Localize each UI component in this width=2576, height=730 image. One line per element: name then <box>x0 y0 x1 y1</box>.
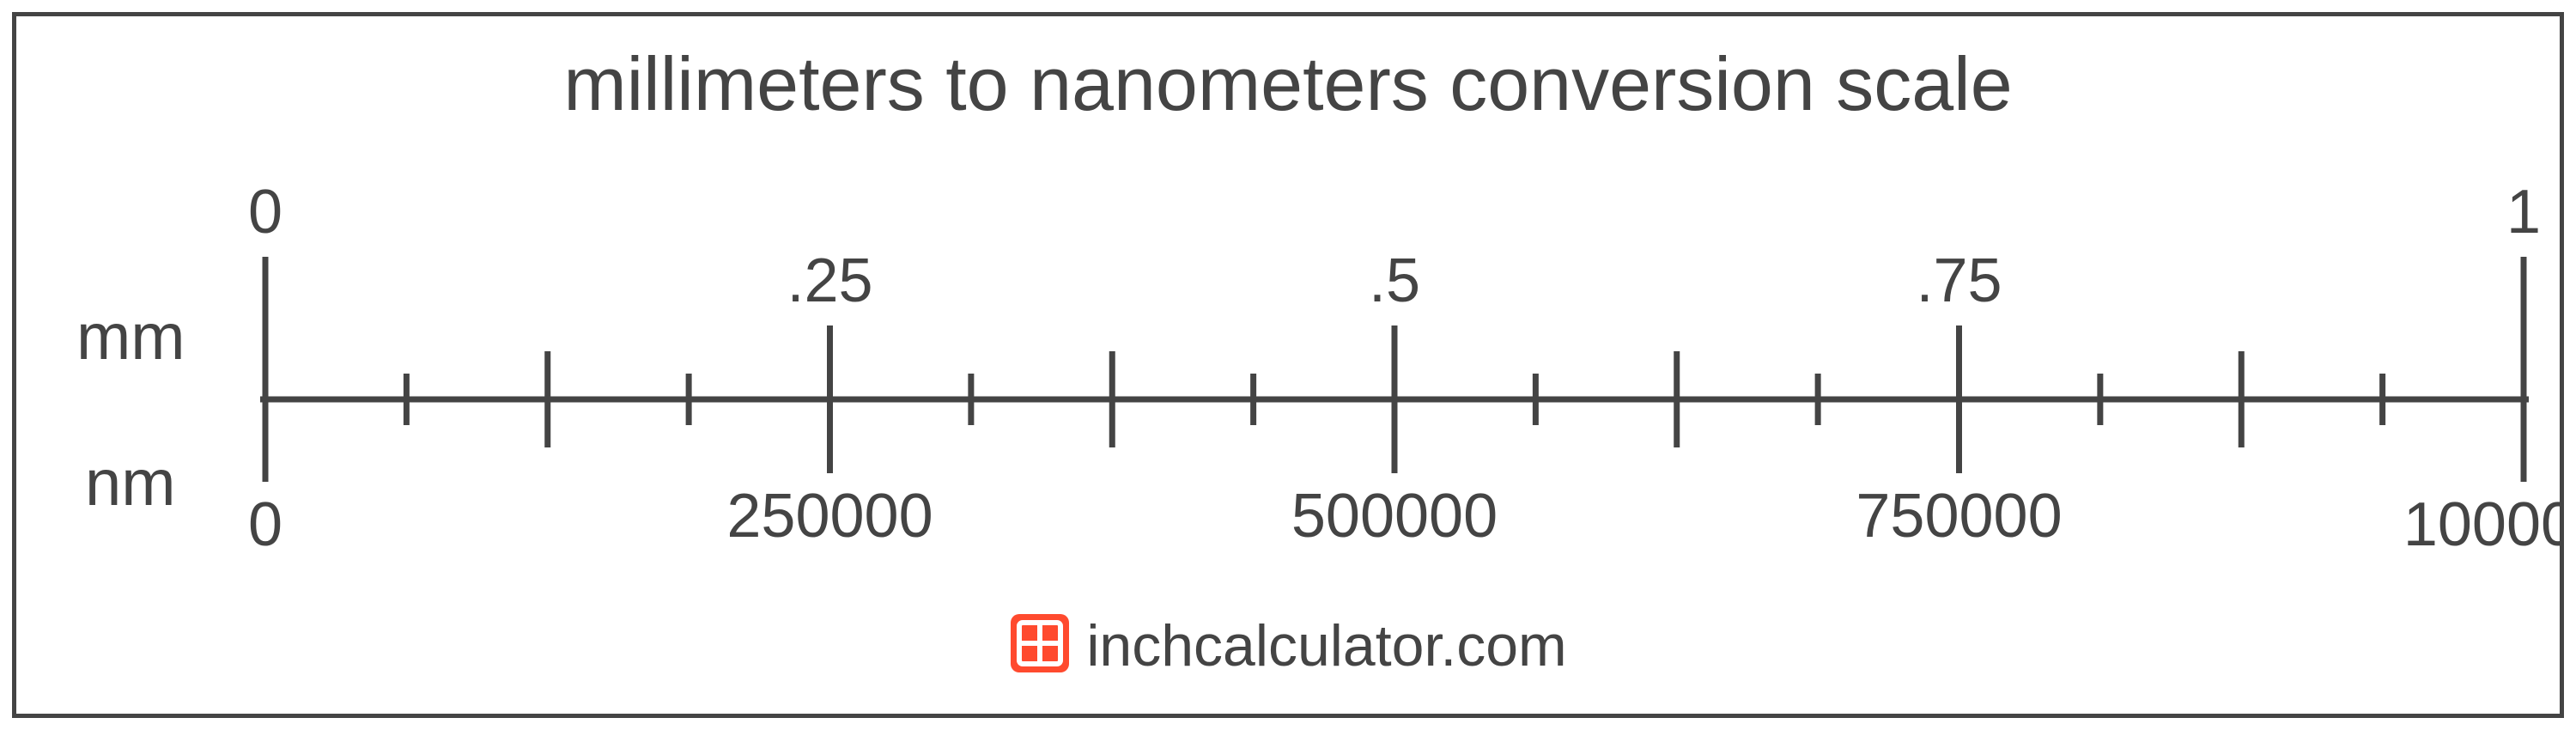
watermark: inchcalculator.com <box>16 612 2560 688</box>
diagram-frame: millimeters to nanometers conversion sca… <box>12 12 2564 718</box>
svg-text:750000: 750000 <box>1856 482 2062 551</box>
svg-text:0: 0 <box>248 178 283 246</box>
svg-text:.5: .5 <box>1369 246 1420 315</box>
svg-text:0: 0 <box>248 490 283 559</box>
watermark-text: inchcalculator.com <box>1086 613 1566 678</box>
conversion-scale: 0 .25 .5 .75 1 0 250000 500000 750000 1000000 <box>16 16 2560 714</box>
svg-text:.25: .25 <box>787 246 872 315</box>
svg-text:250000: 250000 <box>726 482 933 551</box>
svg-text:500000: 500000 <box>1291 482 1498 551</box>
svg-text:1: 1 <box>2506 178 2541 246</box>
svg-text:1000000: 1000000 <box>2403 490 2560 559</box>
calculator-icon <box>1009 612 1071 688</box>
svg-text:.75: .75 <box>1916 246 2002 315</box>
